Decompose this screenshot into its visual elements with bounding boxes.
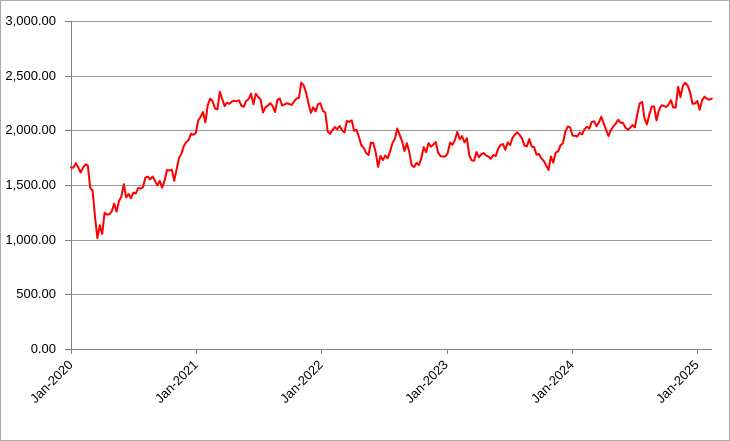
y-axis-tick-label: 2,000.00 — [5, 122, 56, 138]
y-axis-tick-label: 2,500.00 — [5, 67, 56, 83]
y-axis-tick-label: 3,000.00 — [5, 13, 56, 28]
price-series-line — [70, 81, 713, 240]
gridlines — [71, 21, 712, 295]
y-axis-tick-label: 1,500.00 — [5, 177, 56, 192]
y-axis-tick-label: 0.00 — [30, 341, 56, 356]
y-axis-tick-label: 1,000.00 — [5, 231, 56, 247]
axis-ticks — [65, 21, 698, 354]
y-axis-tick-label: 500.00 — [16, 286, 56, 302]
